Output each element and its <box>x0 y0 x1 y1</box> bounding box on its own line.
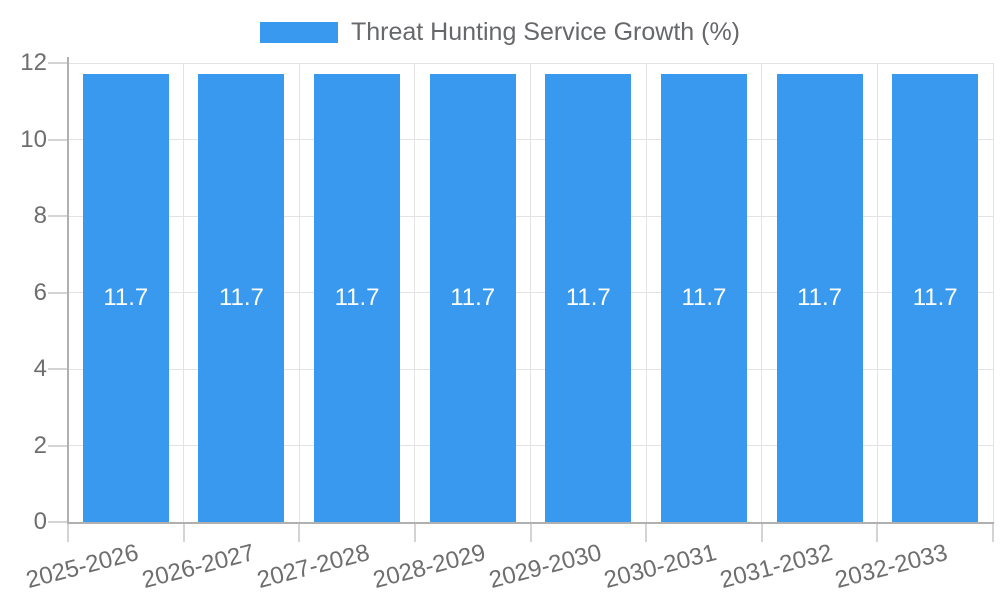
x-axis-tick-label: 2032-2033 <box>832 539 951 594</box>
y-tick-mark <box>48 444 68 447</box>
y-tick-mark <box>48 521 68 523</box>
x-tick-mark <box>645 523 648 542</box>
y-axis-tick-label: 6 <box>33 278 47 306</box>
x-tick-mark <box>760 523 763 542</box>
bar-value-label: 11.7 <box>450 284 496 312</box>
bar-value-label: 11.7 <box>912 284 958 312</box>
x-tick-mark <box>182 523 185 542</box>
y-tick-mark <box>48 368 68 370</box>
y-axis-tick-label: 8 <box>33 202 47 229</box>
y-axis-tick-label: 0 <box>33 508 47 535</box>
y-axis-tick-label: 12 <box>20 49 47 76</box>
bar-value-label: 11.7 <box>797 284 843 312</box>
y-tick-mark <box>48 138 68 141</box>
legend-swatch <box>259 21 338 43</box>
bar[interactable] <box>660 74 747 522</box>
chart-legend[interactable]: Threat Hunting Service Growth (%) <box>0 18 1000 46</box>
bar[interactable] <box>545 74 632 522</box>
y-axis-tick-label: 10 <box>20 125 47 153</box>
y-axis-line <box>67 57 69 524</box>
gridline-vertical <box>992 63 994 522</box>
x-tick-mark <box>876 523 879 542</box>
x-tick-mark <box>529 523 532 542</box>
x-axis-tick-label: 2029-2030 <box>485 539 604 594</box>
bar[interactable] <box>429 74 516 522</box>
x-axis-tick-label: 2030-2031 <box>601 539 720 594</box>
bar[interactable] <box>198 74 285 522</box>
bar[interactable] <box>892 74 979 522</box>
gridline-vertical <box>645 63 647 522</box>
y-axis-tick-label: 4 <box>33 355 47 382</box>
bar-value-label: 11.7 <box>681 284 727 312</box>
x-tick-mark <box>67 523 69 542</box>
x-axis-tick-label: 2025-2026 <box>23 539 142 594</box>
gridline-vertical <box>876 63 878 522</box>
x-axis-tick-label: 2028-2029 <box>370 539 489 594</box>
bar[interactable] <box>776 74 863 522</box>
x-axis-tick-label: 2027-2028 <box>254 539 373 594</box>
y-axis-tick-label: 2 <box>33 431 47 459</box>
bar[interactable] <box>82 74 169 522</box>
y-tick-mark <box>48 291 68 294</box>
gridline-vertical <box>414 63 416 522</box>
x-axis-line <box>67 522 994 524</box>
x-axis-tick-label: 2026-2027 <box>139 539 257 594</box>
gridline-vertical <box>530 63 531 522</box>
y-tick-mark <box>48 215 68 217</box>
bar-value-label: 11.7 <box>103 284 149 312</box>
gridline-vertical <box>183 63 185 522</box>
x-tick-mark <box>992 523 994 542</box>
gridline-vertical <box>298 63 300 522</box>
x-axis-tick-label: 2031-2032 <box>717 539 836 594</box>
x-tick-mark <box>413 523 416 542</box>
gridline-vertical <box>761 63 763 522</box>
bar-value-label: 11.7 <box>565 284 611 312</box>
legend-label: Threat Hunting Service Growth (%) <box>350 18 741 46</box>
bar[interactable] <box>314 74 401 522</box>
bar-value-label: 11.7 <box>218 284 264 312</box>
y-tick-mark <box>48 62 68 64</box>
bar-value-label: 11.7 <box>334 284 380 312</box>
x-tick-mark <box>298 523 301 542</box>
